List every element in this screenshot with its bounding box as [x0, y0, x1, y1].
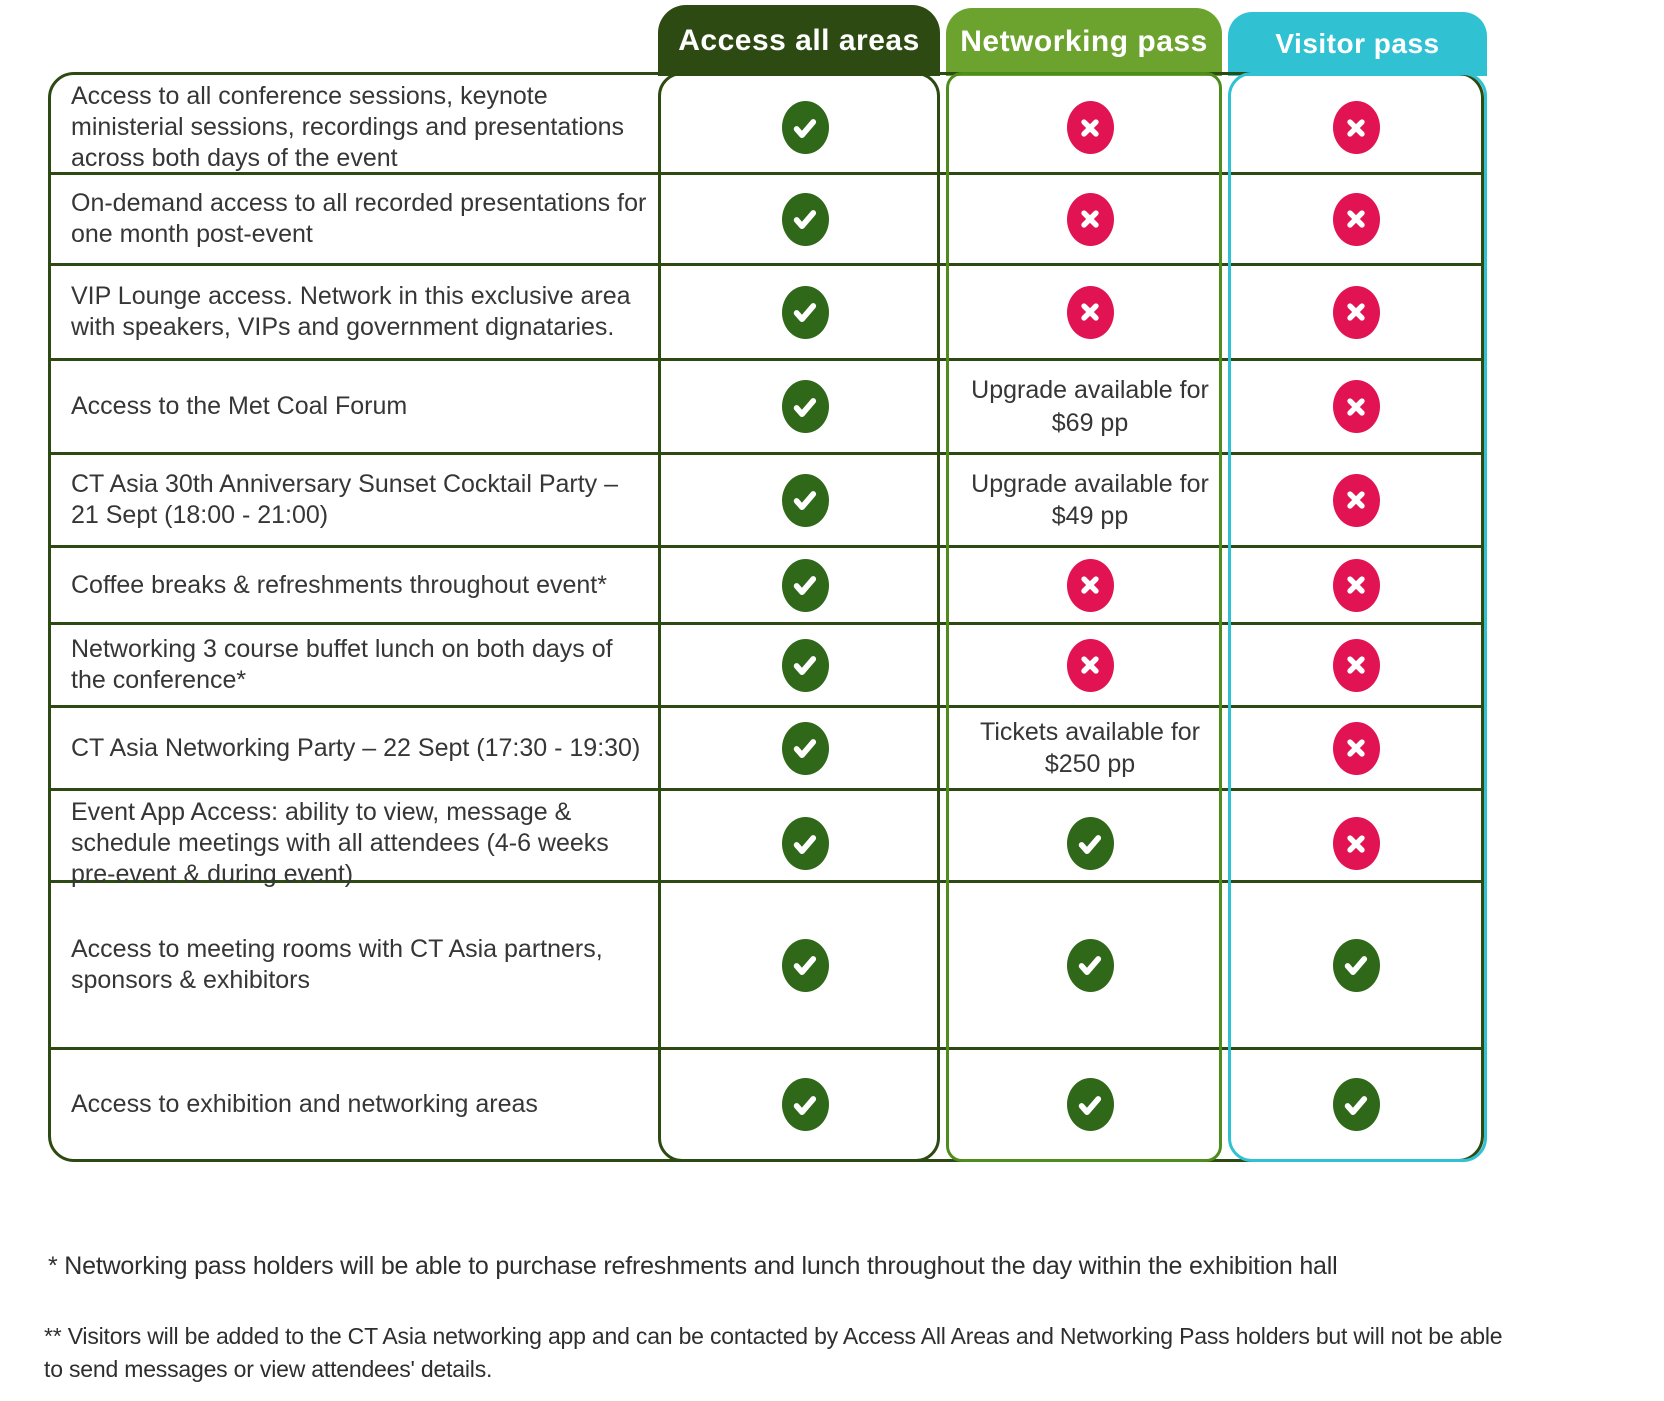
feature-label: Access to the Met Coal Forum — [71, 392, 408, 420]
cross-cell — [949, 266, 1231, 358]
feature-label: Access to all conference sessions, keyno… — [71, 82, 625, 172]
check-icon — [1066, 1078, 1114, 1131]
check-cell — [661, 266, 949, 358]
cross-icon — [1332, 285, 1380, 339]
feature-table: Access to all conference sessions, keyno… — [51, 75, 1481, 1159]
cross-cell — [949, 625, 1231, 705]
check-cell — [661, 1050, 949, 1159]
cross-cell — [1231, 266, 1481, 358]
upgrade-cell: Upgrade available for $49 pp — [949, 455, 1231, 545]
cross-icon — [1332, 192, 1380, 246]
cross-icon — [1332, 817, 1380, 870]
feature-label: Access to exhibition and networking area… — [71, 1090, 538, 1118]
feature-label: CT Asia Networking Party – 22 Sept (17:3… — [71, 733, 641, 762]
upgrade-cell: Tickets available for $250 pp — [949, 708, 1231, 788]
check-icon — [1332, 938, 1380, 992]
cross-cell — [1231, 708, 1481, 788]
feature-label: Event App Access: ability to view, messa… — [71, 798, 609, 888]
cross-icon — [1332, 721, 1380, 775]
check-icon — [781, 938, 829, 992]
column-header-networking-pass: Networking pass — [946, 8, 1222, 76]
check-icon — [1066, 817, 1114, 870]
upgrade-note: Upgrade available for $49 pp — [971, 469, 1209, 531]
table-row: Access to exhibition and networking area… — [51, 1050, 1481, 1159]
footnote-networking-pass: * Networking pass holders will be able t… — [48, 1252, 1338, 1280]
column-header-visitor-pass: Visitor pass — [1228, 12, 1487, 76]
check-icon — [1066, 938, 1114, 992]
check-cell — [661, 883, 949, 1047]
cross-icon — [1066, 192, 1114, 246]
feature-label: Coffee breaks & refreshments throughout … — [71, 570, 607, 599]
check-cell — [949, 1050, 1231, 1159]
table-row: Event App Access: ability to view, messa… — [51, 791, 1481, 888]
column-header-label: Visitor pass — [1275, 28, 1440, 59]
cross-icon — [1066, 285, 1114, 339]
cross-icon — [1066, 558, 1114, 612]
comparison-table: Access to all conference sessions, keyno… — [48, 72, 1484, 1162]
cross-icon — [1332, 380, 1380, 433]
check-cell — [661, 455, 949, 545]
check-icon — [781, 638, 829, 692]
check-cell — [661, 75, 949, 180]
check-cell — [661, 791, 949, 896]
check-icon — [1332, 1078, 1380, 1131]
check-icon — [781, 721, 829, 775]
upgrade-note: Tickets available for $250 pp — [980, 717, 1200, 779]
check-icon — [781, 380, 829, 433]
cross-icon — [1332, 101, 1380, 154]
check-cell — [661, 548, 949, 622]
cross-cell — [1231, 455, 1481, 545]
cross-cell — [1231, 548, 1481, 622]
check-cell — [661, 625, 949, 705]
table-row: VIP Lounge access. Network in this exclu… — [51, 266, 1481, 361]
feature-label: VIP Lounge access. Network in this exclu… — [71, 282, 631, 341]
cross-cell — [1231, 75, 1481, 180]
cross-icon — [1332, 638, 1380, 692]
cross-cell — [949, 175, 1231, 263]
table-row: CT Asia 30th Anniversary Sunset Cocktail… — [51, 455, 1481, 548]
cross-cell — [1231, 175, 1481, 263]
table-row: Networking 3 course buffet lunch on both… — [51, 625, 1481, 708]
check-icon — [781, 473, 829, 527]
check-icon — [781, 1078, 829, 1131]
cross-icon — [1066, 638, 1114, 692]
cross-icon — [1332, 558, 1380, 612]
cross-cell — [1231, 791, 1481, 896]
check-icon — [781, 558, 829, 612]
check-cell — [661, 175, 949, 263]
table-row: Coffee breaks & refreshments throughout … — [51, 548, 1481, 625]
feature-label: CT Asia 30th Anniversary Sunset Cocktail… — [71, 470, 619, 529]
table-row: On-demand access to all recorded present… — [51, 175, 1481, 266]
check-cell — [661, 708, 949, 788]
upgrade-note: Upgrade available for $69 pp — [971, 376, 1209, 437]
table-row: Access to all conference sessions, keyno… — [51, 75, 1481, 175]
upgrade-cell: Upgrade available for $69 pp — [949, 361, 1231, 452]
column-header-label: Networking pass — [960, 25, 1208, 58]
check-cell — [1231, 883, 1481, 1047]
check-cell — [661, 361, 949, 452]
cross-icon — [1332, 473, 1380, 527]
cross-icon — [1066, 101, 1114, 154]
table-row: Access to the Met Coal Forum Upgrade ava… — [51, 361, 1481, 455]
check-icon — [781, 101, 829, 154]
feature-label: On-demand access to all recorded present… — [71, 189, 647, 248]
check-cell — [949, 791, 1231, 896]
feature-label: Access to meeting rooms with CT Asia par… — [71, 935, 603, 994]
check-icon — [781, 192, 829, 246]
check-cell — [949, 883, 1231, 1047]
cross-cell — [1231, 625, 1481, 705]
table-row: CT Asia Networking Party – 22 Sept (17:3… — [51, 708, 1481, 791]
cross-cell — [949, 75, 1231, 180]
check-cell — [1231, 1050, 1481, 1159]
check-icon — [781, 285, 829, 339]
footnote-visitors: ** Visitors will be added to the CT Asia… — [44, 1323, 1503, 1383]
cross-cell — [949, 548, 1231, 622]
check-icon — [781, 817, 829, 870]
cross-cell — [1231, 361, 1481, 452]
column-header-label: Access all areas — [678, 23, 920, 57]
table-row: Access to meeting rooms with CT Asia par… — [51, 883, 1481, 1050]
column-header-access-all-areas: Access all areas — [658, 5, 940, 76]
feature-label: Networking 3 course buffet lunch on both… — [71, 635, 613, 694]
